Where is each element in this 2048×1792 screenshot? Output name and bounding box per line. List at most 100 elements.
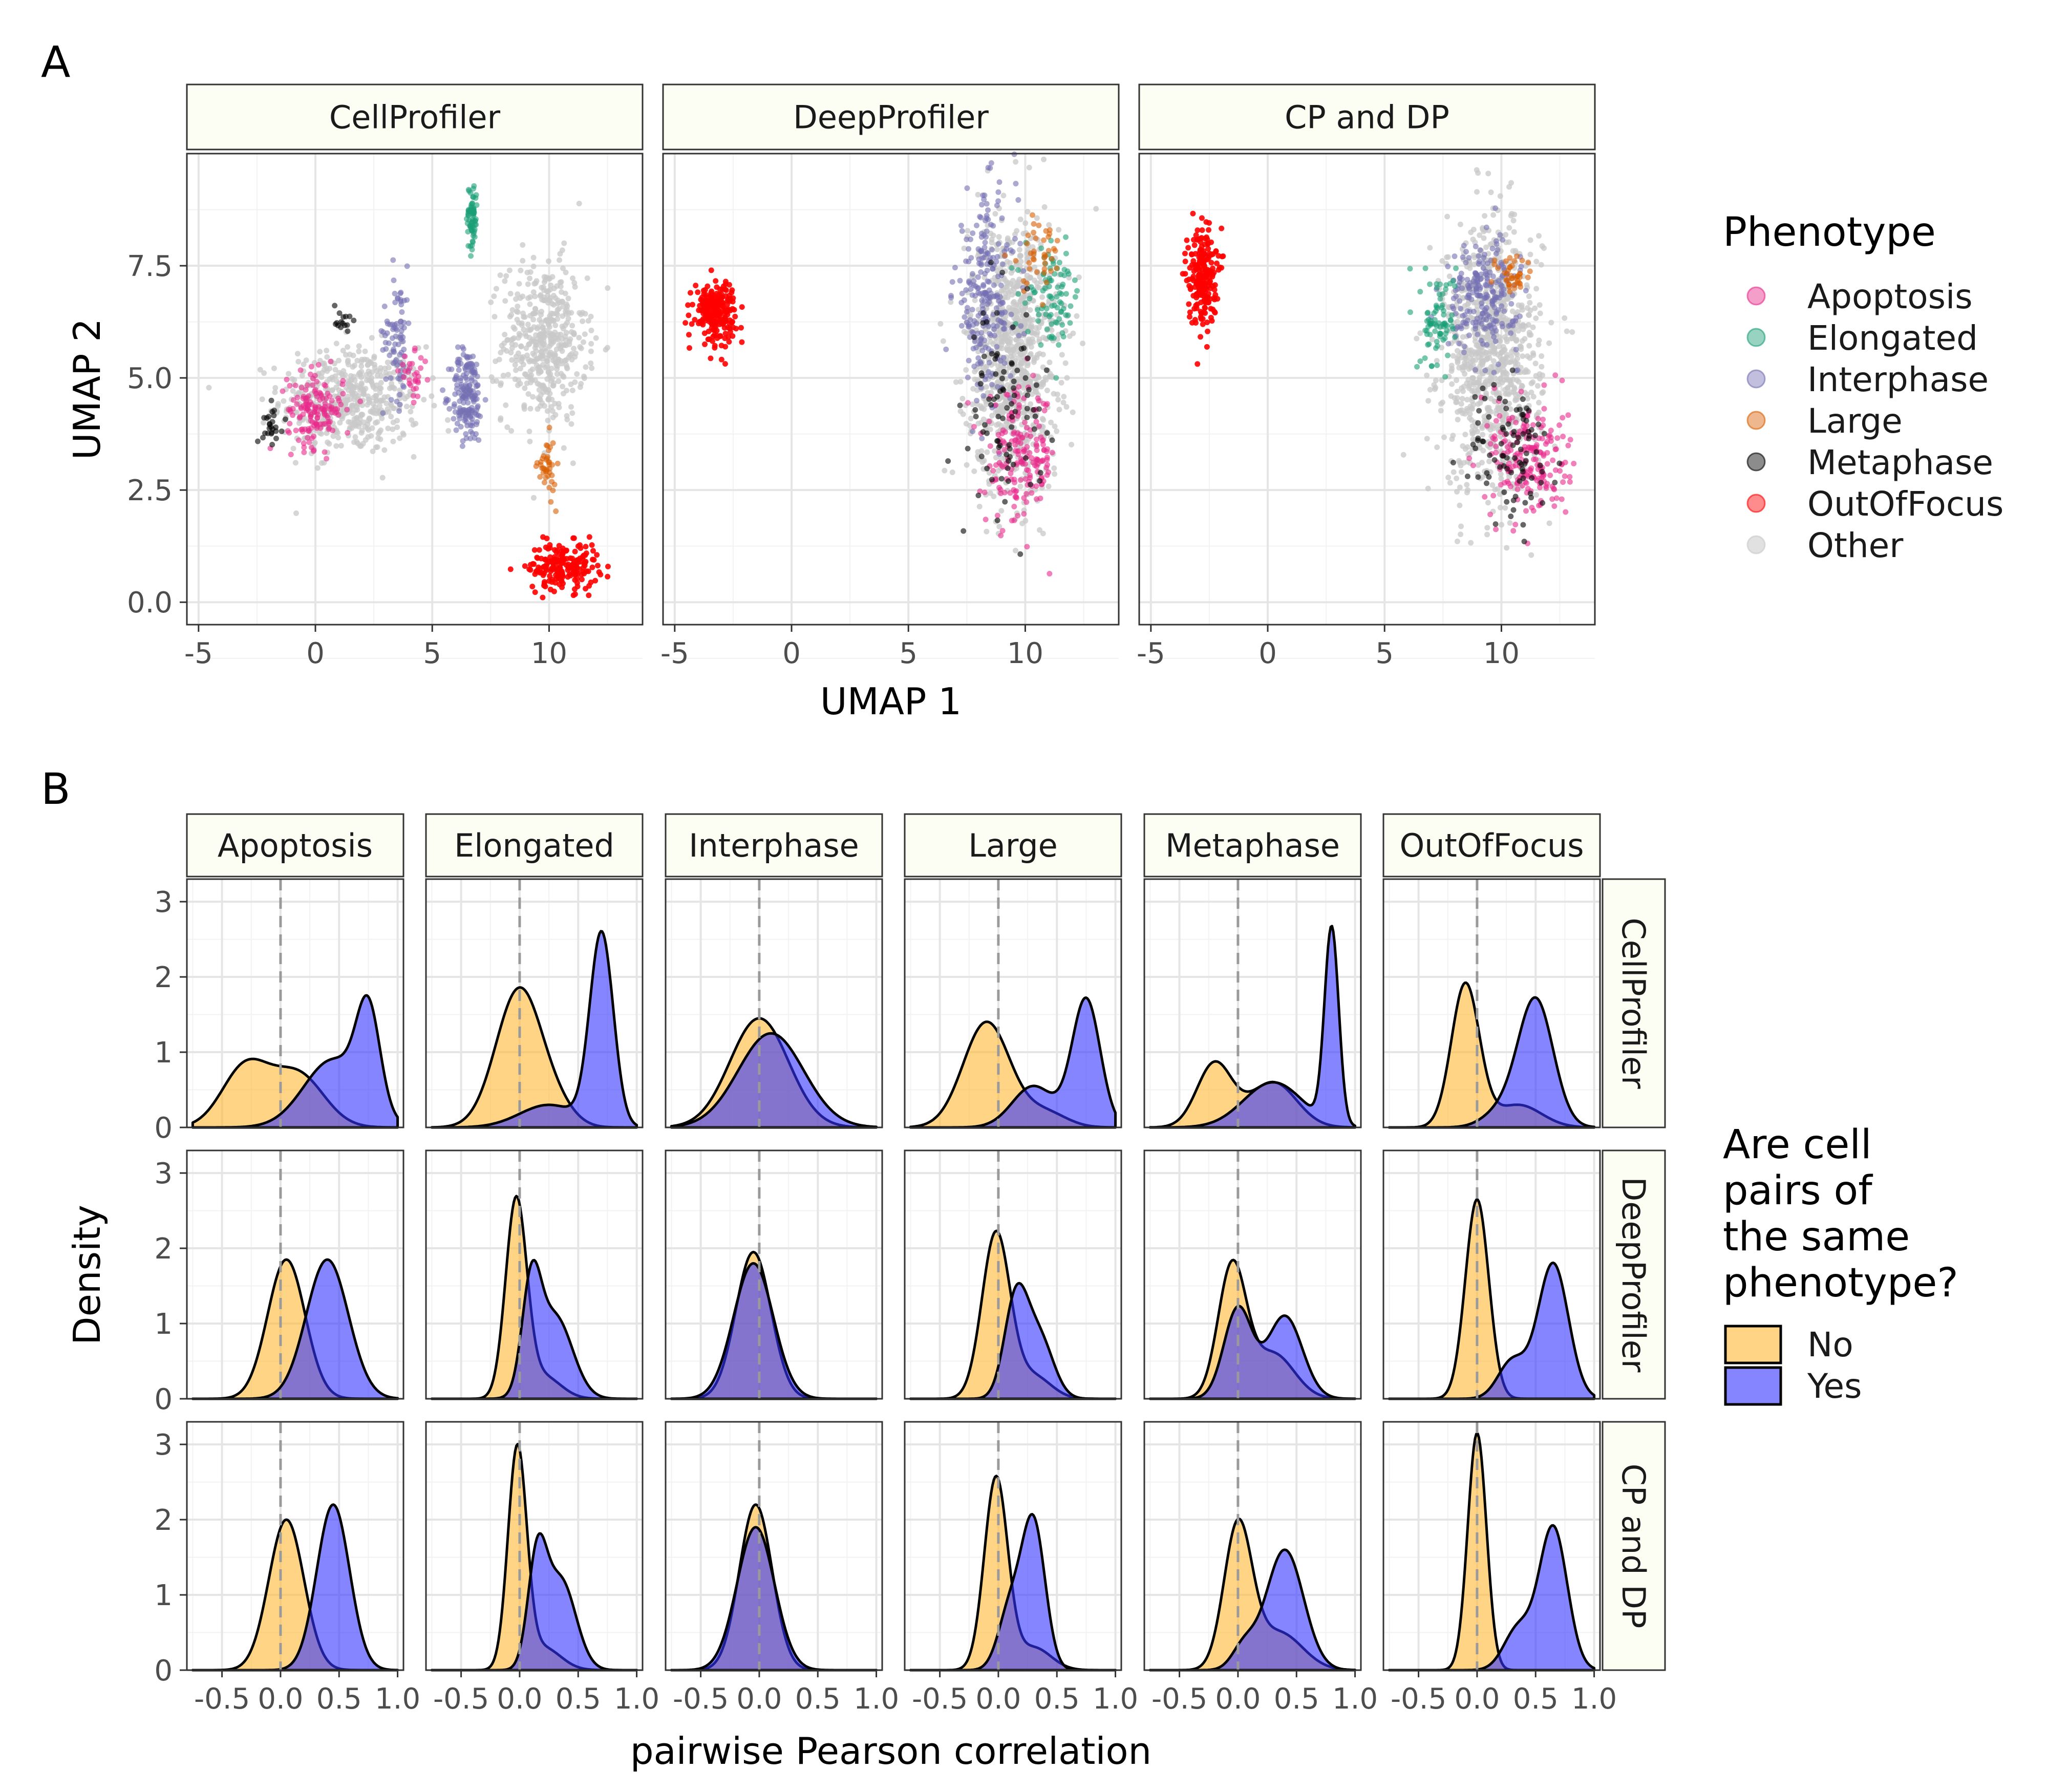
point-other bbox=[532, 293, 538, 300]
point-other bbox=[527, 406, 534, 412]
point-other bbox=[560, 298, 566, 305]
point-interphase bbox=[993, 305, 999, 311]
point-interphase bbox=[980, 393, 987, 399]
point-metaphase bbox=[980, 320, 986, 326]
point-other bbox=[340, 368, 347, 374]
point-other bbox=[1500, 362, 1506, 369]
point-other bbox=[1455, 409, 1461, 415]
point-other bbox=[549, 301, 555, 307]
point-apoptosis bbox=[1016, 448, 1022, 454]
point-elongated bbox=[1053, 375, 1059, 381]
point-interphase bbox=[984, 201, 990, 207]
point-interphase bbox=[968, 237, 974, 243]
point-interphase bbox=[994, 344, 1000, 350]
point-other bbox=[1488, 377, 1495, 383]
point-other bbox=[370, 381, 376, 388]
point-interphase bbox=[1508, 301, 1514, 307]
point-other bbox=[999, 408, 1006, 414]
point-interphase bbox=[456, 362, 462, 368]
point-metaphase bbox=[1005, 478, 1011, 484]
point-other bbox=[1478, 359, 1484, 366]
point-apoptosis bbox=[1548, 428, 1554, 434]
point-other bbox=[1441, 434, 1447, 440]
point-other bbox=[365, 425, 371, 432]
point-interphase bbox=[964, 305, 970, 311]
point-apoptosis bbox=[307, 371, 313, 377]
point-interphase bbox=[1017, 241, 1023, 247]
point-interphase bbox=[1480, 260, 1486, 266]
point-outoffocus bbox=[572, 548, 578, 554]
point-interphase bbox=[1483, 283, 1489, 289]
point-interphase bbox=[463, 431, 469, 437]
point-other bbox=[1499, 349, 1505, 355]
point-outoffocus bbox=[577, 566, 583, 572]
point-interphase bbox=[995, 189, 1001, 195]
point-apoptosis bbox=[288, 452, 294, 458]
point-outoffocus bbox=[540, 534, 546, 540]
point-other bbox=[503, 402, 509, 408]
point-other bbox=[409, 417, 415, 423]
point-other bbox=[527, 368, 534, 374]
point-interphase bbox=[964, 309, 970, 315]
point-other bbox=[552, 412, 559, 418]
point-other bbox=[1536, 337, 1542, 344]
point-interphase bbox=[1463, 249, 1469, 255]
point-other bbox=[1496, 344, 1502, 350]
point-metaphase bbox=[998, 476, 1005, 482]
point-other bbox=[1062, 360, 1069, 366]
point-apoptosis bbox=[996, 449, 1002, 455]
point-elongated bbox=[1434, 338, 1440, 345]
point-other bbox=[522, 385, 528, 391]
point-outoffocus bbox=[729, 287, 735, 293]
point-other bbox=[995, 467, 1001, 474]
point-apoptosis bbox=[285, 428, 291, 434]
point-other bbox=[1473, 351, 1479, 357]
point-interphase bbox=[1480, 265, 1486, 271]
point-other bbox=[257, 367, 263, 373]
facet-strip bbox=[186, 83, 644, 151]
point-other bbox=[1454, 377, 1460, 383]
point-interphase bbox=[473, 431, 479, 437]
point-other bbox=[571, 331, 577, 337]
point-interphase bbox=[440, 387, 446, 393]
point-other bbox=[317, 349, 323, 355]
point-apoptosis bbox=[329, 398, 335, 404]
point-apoptosis bbox=[1557, 468, 1563, 474]
point-metaphase bbox=[1006, 458, 1012, 464]
point-outoffocus bbox=[727, 282, 733, 288]
point-other bbox=[496, 356, 502, 362]
point-apoptosis bbox=[999, 528, 1006, 534]
point-other bbox=[1020, 230, 1027, 237]
point-interphase bbox=[971, 318, 977, 324]
point-other bbox=[336, 387, 342, 393]
point-other bbox=[1464, 482, 1470, 488]
point-interphase bbox=[1472, 274, 1478, 281]
point-apoptosis bbox=[1512, 462, 1519, 468]
point-other bbox=[294, 351, 301, 357]
point-interphase bbox=[401, 297, 407, 304]
point-other bbox=[564, 413, 570, 419]
point-interphase bbox=[991, 293, 997, 300]
point-metaphase bbox=[957, 402, 963, 409]
point-apoptosis bbox=[1512, 521, 1519, 527]
point-other bbox=[1028, 401, 1034, 407]
point-other bbox=[1526, 293, 1532, 300]
point-large bbox=[553, 508, 559, 515]
point-other bbox=[580, 339, 586, 345]
point-other bbox=[551, 285, 557, 291]
point-metaphase bbox=[351, 317, 357, 324]
point-other bbox=[1022, 220, 1029, 226]
point-interphase bbox=[966, 246, 972, 252]
point-other bbox=[1468, 229, 1474, 236]
point-apoptosis bbox=[357, 398, 364, 404]
point-outoffocus bbox=[709, 296, 715, 303]
point-other bbox=[1005, 382, 1011, 388]
point-other bbox=[402, 396, 408, 402]
point-other bbox=[501, 346, 507, 352]
point-outoffocus bbox=[693, 283, 699, 289]
point-interphase bbox=[1467, 280, 1473, 286]
point-interphase bbox=[453, 376, 459, 382]
facet-strip-label: CP and DP bbox=[1285, 99, 1449, 136]
point-outoffocus bbox=[544, 561, 550, 567]
